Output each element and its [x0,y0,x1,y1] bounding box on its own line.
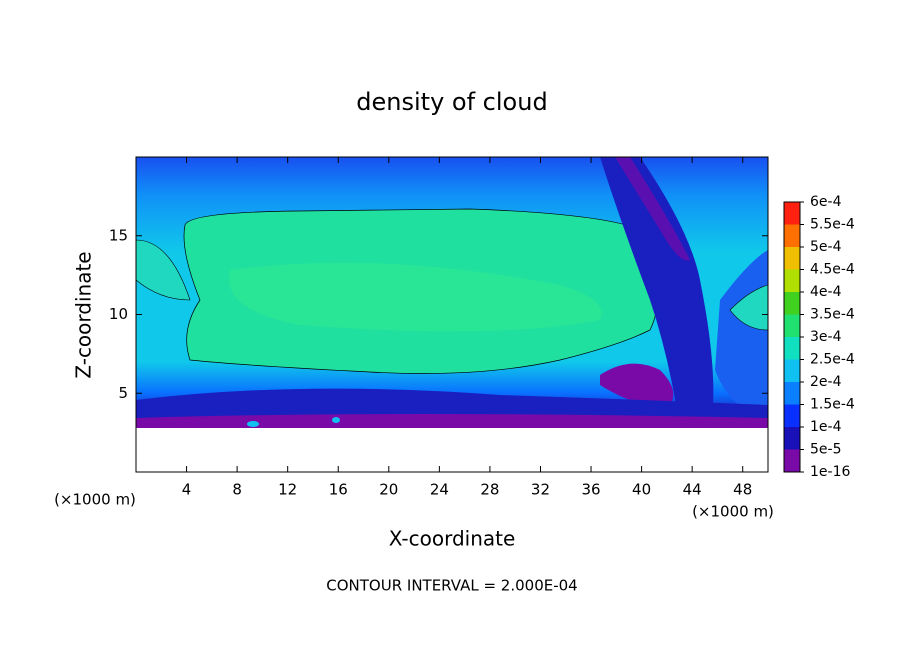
colorbar-bin [784,449,800,472]
colorbar-bin [784,224,800,247]
contour-field [136,157,768,472]
colorbar-label: 1e-4 [810,419,842,435]
y-tick-label: 15 [109,226,128,244]
colorbar-bin [784,382,800,405]
colorbar-label: 6e-4 [810,194,842,210]
colorbar-label: 5.5e-4 [810,217,855,233]
x-tick-label: 24 [430,481,449,499]
colorbar-bin [784,337,800,360]
x-unit: (×1000 m) [692,503,774,521]
colorbar-label: 1e-16 [810,464,850,480]
colorbar-label: 1.5e-4 [810,397,855,413]
x-tick-label: 44 [683,481,702,499]
colorbar-bin [784,292,800,315]
colorbar-label: 5e-5 [810,442,841,458]
y-tick-label: 10 [109,305,128,323]
footer-note: CONTOUR INTERVAL = 2.000E-04 [326,577,577,595]
x-tick-label: 16 [329,481,348,499]
chart-title: density of cloud [356,88,547,116]
y-tick-label: 5 [118,384,128,402]
x-tick-label: 12 [278,481,297,499]
x-tick-label: 8 [232,481,242,499]
colorbar-bin [784,269,800,292]
y-axis-label: Z-coordinate [72,251,96,378]
colorbar-bin [784,404,800,427]
colorbar-bin [784,427,800,450]
x-tick-label: 40 [632,481,651,499]
colorbar-label: 3.5e-4 [810,307,855,323]
colorbar-label: 3e-4 [810,329,842,345]
colorbar-bin [784,359,800,382]
colorbar-bin [784,202,800,225]
x-tick-label: 32 [531,481,550,499]
x-tick-label: 20 [379,481,398,499]
x-tick-label: 48 [733,481,752,499]
colorbar-label: 4e-4 [810,284,842,300]
colorbar-bin [784,247,800,270]
colorbar-bin [784,314,800,337]
colorbar-label: 2.5e-4 [810,352,855,368]
colorbar-label: 4.5e-4 [810,262,855,278]
x-axis-label: X-coordinate [389,527,516,551]
colorbar-label: 2e-4 [810,374,842,390]
x-tick-label: 28 [480,481,499,499]
x-tick-label: 36 [581,481,600,499]
colorbar-label: 5e-4 [810,239,842,255]
x-unit: (×1000 m) [54,491,136,509]
x-tick-label: 4 [182,481,192,499]
